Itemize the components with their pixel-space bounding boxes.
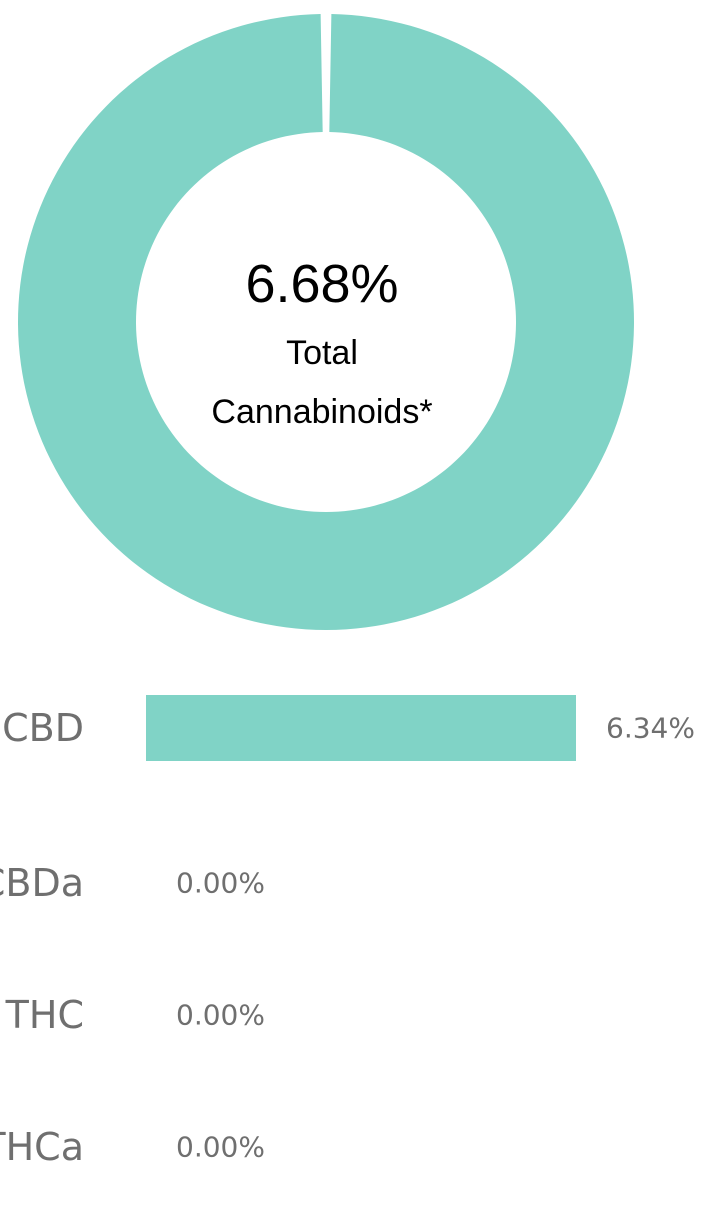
bar-value-label: 6.34% bbox=[606, 711, 695, 745]
donut-center-label-line-1: Total bbox=[286, 334, 358, 372]
bar-fill bbox=[146, 695, 576, 761]
bar-row: THCa 0.00% bbox=[0, 1112, 720, 1182]
donut-slice bbox=[18, 14, 635, 630]
bar-value-label: 0.00% bbox=[176, 998, 265, 1032]
donut-center-value: 6.68% bbox=[245, 254, 398, 314]
bar-row: THC 0.00% bbox=[0, 980, 720, 1050]
bar-value-label: 0.00% bbox=[176, 866, 265, 900]
bar-category-label: THCa bbox=[0, 1125, 84, 1169]
total-cannabinoids-donut-chart: 6.68% Total Cannabinoids* bbox=[18, 14, 635, 630]
bar-row: CBD 6.34% bbox=[0, 693, 720, 763]
donut-center-label-line-2: Cannabinoids* bbox=[211, 393, 432, 431]
bar-value-label: 0.00% bbox=[176, 1130, 265, 1164]
bar-category-label: THC bbox=[5, 993, 84, 1037]
donut-slices bbox=[18, 14, 635, 630]
bar-row: CBDa 0.00% bbox=[0, 848, 720, 918]
bar-category-label: CBDa bbox=[0, 861, 84, 905]
bar-category-label: CBD bbox=[2, 706, 84, 750]
